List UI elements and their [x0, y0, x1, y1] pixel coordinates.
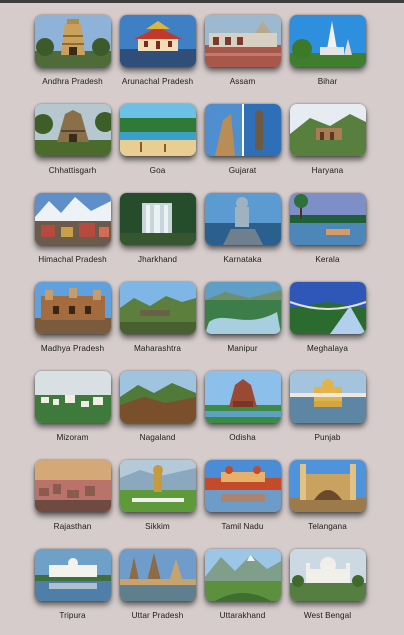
state-image-uttarakhand[interactable]: [204, 549, 281, 601]
state-card-maharashtra[interactable]: Maharashtra: [119, 279, 196, 368]
state-image-mizoram[interactable]: [34, 371, 111, 423]
state-name[interactable]: Haryana: [311, 166, 344, 175]
state-image-gujarat[interactable]: [204, 104, 281, 156]
state-name[interactable]: Tripura: [59, 611, 86, 620]
state-image-karnataka[interactable]: [204, 193, 281, 245]
state-name[interactable]: Telangana: [308, 522, 347, 531]
state-image-madhya-pradesh[interactable]: [34, 282, 111, 334]
state-card-kerala[interactable]: Kerala: [289, 190, 366, 279]
state-name[interactable]: Tamil Nadu: [221, 522, 264, 531]
state-image-rajasthan[interactable]: [34, 460, 111, 512]
state-name[interactable]: Maharashtra: [133, 344, 182, 353]
state-name[interactable]: Assam: [229, 77, 256, 86]
state-name[interactable]: Goa: [149, 166, 166, 175]
state-name[interactable]: Kerala: [315, 255, 340, 264]
state-card-punjab[interactable]: Punjab: [289, 368, 366, 457]
state-image-andhra-pradesh[interactable]: [34, 15, 111, 67]
state-name[interactable]: Sikkim: [145, 522, 170, 531]
state-name[interactable]: Jharkhand: [137, 255, 178, 264]
state-card-meghalaya[interactable]: Meghalaya: [289, 279, 366, 368]
state-name[interactable]: Rajasthan: [53, 522, 92, 531]
state-card-gujarat[interactable]: Gujarat: [204, 101, 281, 190]
state-image-haryana[interactable]: [289, 104, 366, 156]
state-card-mizoram[interactable]: Mizoram: [34, 368, 111, 457]
state-image-nagaland[interactable]: [119, 371, 196, 423]
states-grid: Andhra Pradesh Arunachal Pradesh Assam B…: [34, 12, 374, 635]
state-image-goa[interactable]: [119, 104, 196, 156]
state-card-madhya-pradesh[interactable]: Madhya Pradesh: [34, 279, 111, 368]
state-name[interactable]: Himachal Pradesh: [38, 255, 107, 264]
state-name[interactable]: Odisha: [229, 433, 256, 442]
top-divider: [0, 0, 404, 3]
state-card-manipur[interactable]: Manipur: [204, 279, 281, 368]
state-card-odisha[interactable]: Odisha: [204, 368, 281, 457]
state-card-haryana[interactable]: Haryana: [289, 101, 366, 190]
state-card-tamil-nadu[interactable]: Tamil Nadu: [204, 457, 281, 546]
state-card-andhra-pradesh[interactable]: Andhra Pradesh: [34, 12, 111, 101]
state-card-assam[interactable]: Assam: [204, 12, 281, 101]
state-card-telangana[interactable]: Telangana: [289, 457, 366, 546]
state-name[interactable]: Uttar Pradesh: [131, 611, 184, 620]
state-name[interactable]: Chhattisgarh: [48, 166, 97, 175]
state-card-bihar[interactable]: Bihar: [289, 12, 366, 101]
state-name[interactable]: Punjab: [314, 433, 341, 442]
state-image-tripura[interactable]: [34, 549, 111, 601]
state-name[interactable]: Madhya Pradesh: [40, 344, 105, 353]
state-name[interactable]: Meghalaya: [307, 344, 348, 353]
state-image-telangana[interactable]: [289, 460, 366, 512]
state-image-kerala[interactable]: [289, 193, 366, 245]
state-name[interactable]: Mizoram: [56, 433, 89, 442]
state-image-meghalaya[interactable]: [289, 282, 366, 334]
state-card-nagaland[interactable]: Nagaland: [119, 368, 196, 457]
state-name[interactable]: West Bengal: [303, 611, 352, 620]
state-card-himachal-pradesh[interactable]: Himachal Pradesh: [34, 190, 111, 279]
state-image-jharkhand[interactable]: [119, 193, 196, 245]
state-image-maharashtra[interactable]: [119, 282, 196, 334]
state-image-manipur[interactable]: [204, 282, 281, 334]
state-image-himachal-pradesh[interactable]: [34, 193, 111, 245]
state-name[interactable]: Gujarat: [228, 166, 257, 175]
state-image-assam[interactable]: [204, 15, 281, 67]
state-name[interactable]: Andhra Pradesh: [42, 77, 103, 86]
state-name[interactable]: Arunachal Pradesh: [121, 77, 194, 86]
state-image-sikkim[interactable]: [119, 460, 196, 512]
state-name[interactable]: Karnataka: [223, 255, 262, 264]
state-card-tripura[interactable]: Tripura: [34, 546, 111, 635]
state-image-tamil-nadu[interactable]: [204, 460, 281, 512]
state-image-arunachal-pradesh[interactable]: [119, 15, 196, 67]
state-card-arunachal-pradesh[interactable]: Arunachal Pradesh: [119, 12, 196, 101]
state-card-uttarakhand[interactable]: Uttarakhand: [204, 546, 281, 635]
state-card-uttar-pradesh[interactable]: Uttar Pradesh: [119, 546, 196, 635]
state-image-odisha[interactable]: [204, 371, 281, 423]
state-name[interactable]: Nagaland: [139, 433, 176, 442]
state-card-sikkim[interactable]: Sikkim: [119, 457, 196, 546]
state-image-bihar[interactable]: [289, 15, 366, 67]
state-card-jharkhand[interactable]: Jharkhand: [119, 190, 196, 279]
state-card-karnataka[interactable]: Karnataka: [204, 190, 281, 279]
state-image-punjab[interactable]: [289, 371, 366, 423]
state-image-uttar-pradesh[interactable]: [119, 549, 196, 601]
state-name[interactable]: Manipur: [227, 344, 258, 353]
state-card-chhattisgarh[interactable]: Chhattisgarh: [34, 101, 111, 190]
state-image-west-bengal[interactable]: [289, 549, 366, 601]
state-name[interactable]: Uttarakhand: [219, 611, 266, 620]
state-card-west-bengal[interactable]: West Bengal: [289, 546, 366, 635]
state-name[interactable]: Bihar: [317, 77, 338, 86]
state-card-rajasthan[interactable]: Rajasthan: [34, 457, 111, 546]
state-card-goa[interactable]: Goa: [119, 101, 196, 190]
state-image-chhattisgarh[interactable]: [34, 104, 111, 156]
